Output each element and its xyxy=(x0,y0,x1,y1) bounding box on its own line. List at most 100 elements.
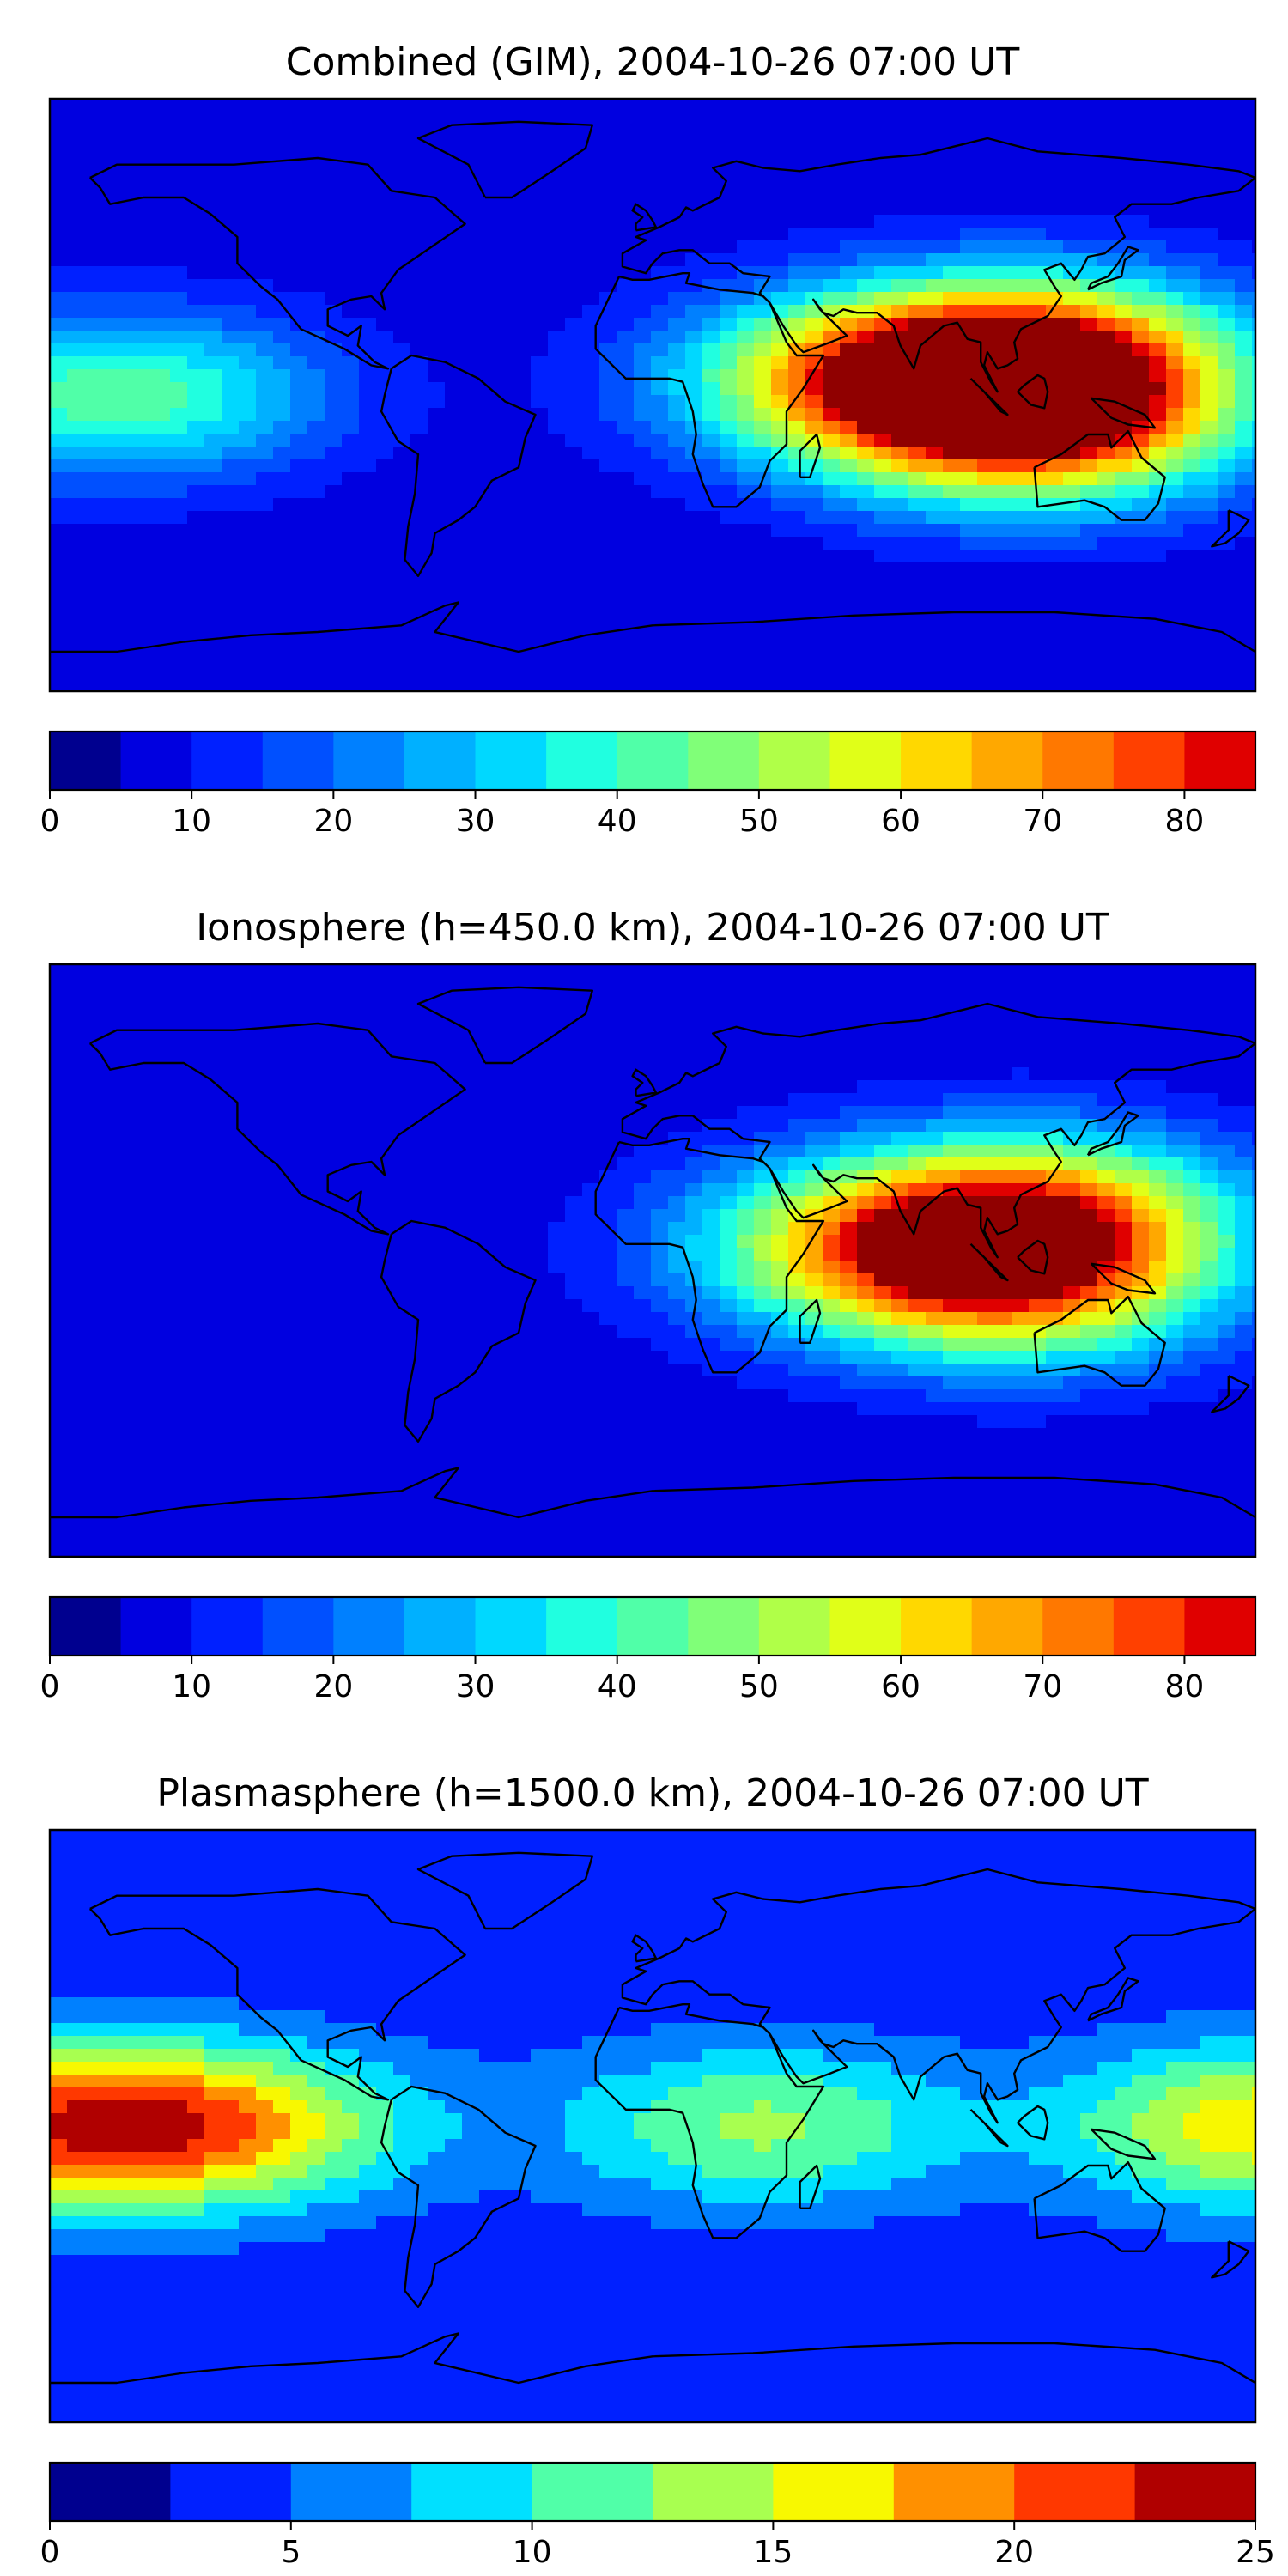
field-cell xyxy=(823,434,841,447)
field-cell xyxy=(1115,678,1133,691)
field-cell xyxy=(737,343,755,357)
field-cell xyxy=(943,1016,961,1030)
field-cell xyxy=(118,678,137,691)
field-cell xyxy=(1235,498,1253,512)
field-cell xyxy=(204,498,222,512)
field-cell xyxy=(479,408,497,422)
field-cell xyxy=(1235,215,1253,228)
field-cell xyxy=(548,1170,566,1184)
field-cell xyxy=(840,1119,858,1133)
field-cell xyxy=(290,382,308,396)
field-cell xyxy=(496,125,514,138)
field-cell xyxy=(445,485,463,499)
field-cell xyxy=(926,498,944,512)
field-cell xyxy=(1218,1067,1236,1081)
field-cell xyxy=(84,614,102,628)
field-cell xyxy=(1132,253,1150,267)
field-cell xyxy=(617,498,635,512)
field-cell xyxy=(1080,1209,1098,1223)
field-cell xyxy=(204,1067,222,1081)
field-cell xyxy=(153,421,171,434)
field-cell xyxy=(101,343,119,357)
field-cell xyxy=(222,1042,240,1055)
field-cell xyxy=(359,1029,377,1042)
field-cell xyxy=(393,498,411,512)
field-cell xyxy=(668,588,686,602)
field-cell xyxy=(496,1029,514,1042)
field-cell xyxy=(1029,1093,1047,1107)
field-cell xyxy=(428,1209,446,1223)
field-cell xyxy=(1252,485,1255,499)
field-cell xyxy=(513,1093,532,1107)
field-cell xyxy=(599,163,617,177)
field-cell xyxy=(1252,1016,1255,1030)
field-cell xyxy=(771,1157,789,1171)
field-cell xyxy=(290,1145,308,1158)
field-cell xyxy=(1200,550,1218,563)
field-cell xyxy=(1218,369,1236,383)
field-cell xyxy=(393,575,411,589)
field-cell xyxy=(771,176,789,190)
field-cell xyxy=(239,253,257,267)
field-cell xyxy=(548,253,566,267)
field-cell xyxy=(1183,627,1201,641)
field-cell xyxy=(926,665,944,679)
field-cell xyxy=(1029,1106,1047,1120)
field-cell xyxy=(1166,1080,1184,1094)
field-cell xyxy=(531,524,549,538)
field-cell xyxy=(307,472,325,486)
field-cell xyxy=(445,1170,463,1184)
field-cell xyxy=(685,977,703,991)
field-cell xyxy=(548,614,566,628)
field-cell xyxy=(50,1248,68,1261)
field-cell xyxy=(874,562,892,576)
field-cell xyxy=(720,537,738,550)
field-cell xyxy=(84,253,102,267)
field-cell xyxy=(994,228,1012,241)
field-cell xyxy=(582,1157,600,1171)
field-cell xyxy=(960,550,978,563)
field-cell xyxy=(428,408,446,422)
field-cell xyxy=(599,678,617,691)
field-cell xyxy=(891,356,909,370)
field-cell xyxy=(754,1119,772,1133)
field-cell xyxy=(668,1003,686,1017)
field-cell xyxy=(204,356,222,370)
field-cell xyxy=(1252,292,1255,306)
field-cell xyxy=(50,472,68,486)
field-cell xyxy=(1132,1157,1150,1171)
field-cell xyxy=(256,550,274,563)
field-cell xyxy=(290,575,308,589)
field-cell xyxy=(222,1003,240,1017)
field-cell xyxy=(50,331,68,344)
field-cell xyxy=(342,382,360,396)
field-cell xyxy=(531,990,549,1004)
field-cell xyxy=(908,202,927,216)
field-cell xyxy=(857,202,875,216)
field-cell xyxy=(1080,99,1098,112)
field-cell xyxy=(1115,434,1133,447)
field-cell xyxy=(359,653,377,666)
field-cell xyxy=(977,601,995,615)
field-cell xyxy=(136,1042,154,1055)
field-cell xyxy=(531,614,549,628)
field-cell xyxy=(359,537,377,550)
field-cell xyxy=(531,1209,549,1223)
field-cell xyxy=(943,305,961,319)
field-cell xyxy=(67,266,85,280)
field-cell xyxy=(445,356,463,370)
field-cell xyxy=(1080,964,1098,978)
field-cell xyxy=(737,305,755,319)
field-cell xyxy=(1132,1093,1150,1107)
field-cell xyxy=(273,485,291,499)
field-cell xyxy=(204,421,222,434)
field-cell xyxy=(1166,1145,1184,1158)
field-cell xyxy=(599,524,617,538)
field-cell xyxy=(1235,1119,1253,1133)
field-cell xyxy=(823,524,841,538)
field-cell xyxy=(1183,331,1201,344)
field-cell xyxy=(410,253,428,267)
field-cell xyxy=(1166,125,1184,138)
field-cell xyxy=(565,1093,583,1107)
field-cell xyxy=(118,990,137,1004)
